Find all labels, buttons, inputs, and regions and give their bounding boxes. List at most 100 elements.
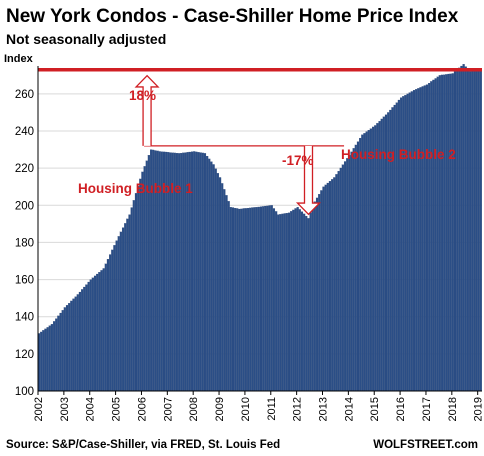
bar xyxy=(477,70,480,392)
annotations xyxy=(38,67,482,216)
y-tick-label: 100 xyxy=(15,386,34,398)
bar xyxy=(199,152,202,392)
chart-title: New York Condos - Case-Shiller Home Pric… xyxy=(6,6,459,27)
bar xyxy=(296,207,299,392)
x-tick-label: 2012 xyxy=(292,397,304,421)
bar xyxy=(137,186,140,392)
bar xyxy=(331,179,334,392)
x-tick-label: 2003 xyxy=(59,397,71,421)
bar xyxy=(400,97,403,392)
bar xyxy=(111,249,114,392)
bar xyxy=(412,90,416,392)
bar xyxy=(456,69,459,392)
bar xyxy=(466,69,469,392)
bar xyxy=(229,207,232,392)
bar xyxy=(298,209,301,392)
bar xyxy=(438,75,441,392)
bar xyxy=(203,153,207,392)
bar xyxy=(475,70,478,392)
bubble2-label: Housing Bubble 2 xyxy=(341,147,456,162)
bar xyxy=(434,78,437,392)
x-tick-label: 2004 xyxy=(85,397,97,421)
source-note: Source: S&P/Case-Shiller, via FRED, St. … xyxy=(6,439,280,451)
bar xyxy=(290,211,293,392)
bar xyxy=(445,74,448,392)
y-tick-label: 220 xyxy=(15,163,34,175)
bar xyxy=(404,95,407,392)
x-tick-label: 2018 xyxy=(447,397,459,421)
bar xyxy=(216,173,219,392)
bar xyxy=(300,211,304,392)
bar xyxy=(348,155,351,392)
bar xyxy=(313,201,316,392)
bar xyxy=(361,134,364,392)
bar xyxy=(197,152,200,392)
bar xyxy=(285,213,288,392)
bar xyxy=(430,81,433,392)
bar-series xyxy=(37,64,482,392)
bar xyxy=(421,86,424,392)
y-tick-label: 140 xyxy=(15,312,34,324)
bar xyxy=(257,206,260,392)
bar xyxy=(115,240,118,392)
bubble1-label: Housing Bubble 1 xyxy=(78,181,193,196)
bar xyxy=(130,207,133,392)
bar xyxy=(315,197,319,392)
bar xyxy=(365,131,368,392)
bar xyxy=(272,208,276,392)
x-tick-label: 2011 xyxy=(266,397,278,421)
bar xyxy=(246,207,250,392)
bar xyxy=(428,83,431,392)
bar xyxy=(279,214,282,392)
x-tick-label: 2009 xyxy=(214,397,226,421)
bar xyxy=(121,227,125,392)
bar xyxy=(419,87,422,392)
bar xyxy=(440,74,444,392)
bar xyxy=(415,89,418,392)
bar xyxy=(104,263,107,392)
bar xyxy=(322,186,325,392)
bar xyxy=(65,305,69,392)
chart-subtitle: Not seasonally adjusted xyxy=(6,31,166,47)
bar xyxy=(275,211,278,392)
bar xyxy=(374,125,377,392)
bar xyxy=(70,300,73,392)
bar xyxy=(238,208,241,392)
y-tick-label: 200 xyxy=(15,200,34,212)
bar xyxy=(451,73,454,392)
brand-label: WOLFSTREET.com xyxy=(373,439,478,451)
bar xyxy=(318,194,321,392)
bar xyxy=(63,307,66,392)
bar xyxy=(85,284,88,392)
bar xyxy=(447,73,450,392)
bar xyxy=(376,123,379,392)
bar xyxy=(311,207,314,392)
bar xyxy=(307,218,310,392)
bar xyxy=(283,213,286,392)
bar xyxy=(333,177,336,392)
bar xyxy=(372,126,375,392)
bar xyxy=(473,70,476,392)
bar xyxy=(464,66,467,392)
bar xyxy=(236,208,239,392)
bar xyxy=(214,168,217,392)
bar xyxy=(74,296,77,392)
bar xyxy=(109,254,112,392)
bar xyxy=(341,164,344,392)
bar xyxy=(132,200,135,392)
bar xyxy=(139,178,142,392)
bar xyxy=(292,209,295,392)
bar xyxy=(117,236,120,392)
bar xyxy=(91,277,94,392)
x-tick-label: 2017 xyxy=(421,397,433,421)
drop-label: -17% xyxy=(282,153,314,168)
y-tick-label: 120 xyxy=(15,349,34,361)
bar xyxy=(343,161,347,392)
bar xyxy=(143,166,146,392)
bar xyxy=(89,279,92,392)
x-tick-label: 2010 xyxy=(240,397,252,421)
bar xyxy=(436,76,439,392)
bar xyxy=(231,207,235,392)
bar xyxy=(100,270,103,392)
